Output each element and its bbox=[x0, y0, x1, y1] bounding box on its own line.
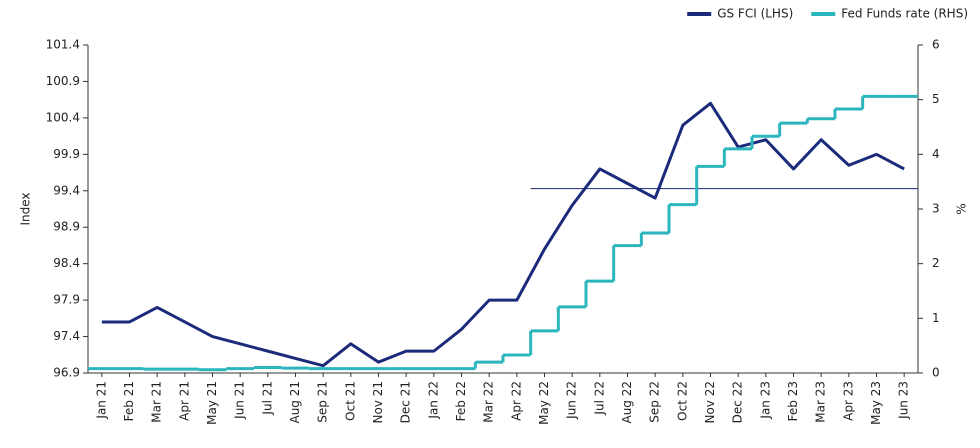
x-tick-label: Dec 22 bbox=[731, 381, 745, 423]
y-tick-label: 97.4 bbox=[53, 329, 80, 343]
x-tick-label: Aug 21 bbox=[288, 381, 302, 424]
y-tick-label: 100.9 bbox=[46, 74, 80, 88]
x-tick-label: Jun 21 bbox=[233, 381, 247, 420]
x-tick-label: Apr 23 bbox=[841, 381, 855, 421]
y-tick-label: 99.4 bbox=[53, 183, 80, 197]
y-tick-label: 98.9 bbox=[53, 220, 80, 234]
y2-tick-label: 1 bbox=[932, 311, 940, 325]
y2-axis-label: % bbox=[955, 203, 969, 214]
x-tick-label: Sep 21 bbox=[316, 381, 330, 423]
x-tick-label: Apr 21 bbox=[177, 381, 191, 421]
y2-tick-label: 6 bbox=[932, 38, 940, 52]
legend-label: Fed Funds rate (RHS) bbox=[841, 7, 968, 21]
x-tick-label: Aug 22 bbox=[620, 381, 634, 424]
x-tick-label: Sep 22 bbox=[648, 381, 662, 423]
x-tick-label: Feb 22 bbox=[454, 381, 468, 421]
y2-tick-label: 0 bbox=[932, 366, 940, 380]
x-tick-label: Feb 23 bbox=[786, 381, 800, 421]
y-tick-label: 96.9 bbox=[53, 366, 80, 380]
line bbox=[101, 101, 905, 368]
x-tick-label: Nov 21 bbox=[371, 381, 385, 424]
x-tick-label: Jun 22 bbox=[565, 381, 579, 420]
x-tick-label: Jan 21 bbox=[94, 381, 108, 420]
x-tick-label: Dec 21 bbox=[399, 381, 413, 423]
y-tick-label: 97.9 bbox=[53, 293, 80, 307]
x-tick-label: Mar 21 bbox=[150, 381, 164, 423]
y2-tick-label: 4 bbox=[932, 147, 940, 161]
x-tick-label: May 23 bbox=[869, 381, 883, 425]
x-tick-label: Jan 23 bbox=[758, 381, 772, 420]
x-tick-label: May 21 bbox=[205, 381, 219, 425]
x-tick-label: Nov 22 bbox=[703, 381, 717, 424]
y2-tick-label: 5 bbox=[932, 92, 940, 106]
y2-tick-label: 2 bbox=[932, 256, 940, 270]
y-tick-label: 101.4 bbox=[46, 38, 80, 52]
x-tick-label: Apr 22 bbox=[509, 381, 523, 421]
y-tick-label: 99.9 bbox=[53, 147, 80, 161]
x-tick-label: Jul 22 bbox=[592, 381, 606, 416]
x-tick-label: May 22 bbox=[537, 381, 551, 425]
x-tick-label: Mar 23 bbox=[814, 381, 828, 423]
y-tick-label: 98.4 bbox=[53, 256, 80, 270]
y2-tick-label: 3 bbox=[932, 202, 940, 216]
x-tick-label: Oct 22 bbox=[675, 381, 689, 421]
x-tick-label: Mar 22 bbox=[482, 381, 496, 423]
legend-label: GS FCI (LHS) bbox=[717, 7, 793, 21]
y-tick-label: 100.4 bbox=[46, 110, 80, 124]
x-tick-label: Jul 21 bbox=[260, 381, 274, 416]
y-axis-label: Index bbox=[19, 192, 33, 225]
x-tick-label: Oct 21 bbox=[343, 381, 357, 421]
x-tick-label: Jan 22 bbox=[426, 381, 440, 420]
x-tick-label: Feb 21 bbox=[122, 381, 136, 421]
x-tick-label: Jun 23 bbox=[897, 381, 911, 420]
